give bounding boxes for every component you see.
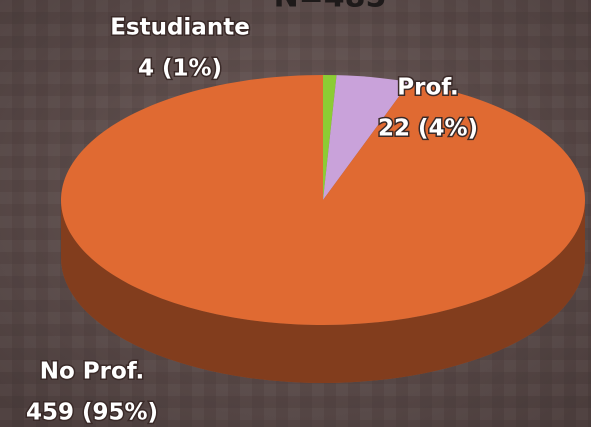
pie: [61, 75, 586, 383]
pie-slice: [323, 75, 410, 200]
value-label: 459 (95%): [26, 400, 158, 426]
chart-title: N=485: [274, 0, 387, 15]
labels: Estudiante 4 (1%) Prof. 22 (4%) No Prof. 459 …: [24, 13, 479, 427]
pie-side-shade: [61, 200, 585, 383]
value-label: 4 (1%): [138, 56, 222, 82]
pie-slice: [61, 75, 586, 326]
pie-side: [61, 200, 585, 383]
pie-slice: [323, 75, 337, 200]
value-label: 22 (4%): [378, 116, 478, 142]
slice-label: Estudiante: [110, 15, 250, 41]
slice-label: No Prof.: [40, 359, 145, 385]
slice-label: Prof.: [397, 75, 459, 101]
